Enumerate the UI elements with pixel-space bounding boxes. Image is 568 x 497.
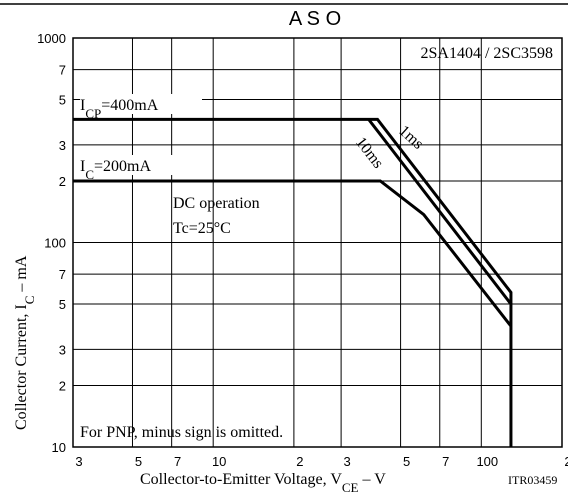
ic-label-rest: =200mA [94, 158, 151, 175]
x-axis-label-sub: CE [342, 480, 359, 495]
y-tick-label: 3 [59, 342, 66, 357]
curve [367, 118, 513, 305]
y-axis-label-rest: – mA [13, 255, 30, 295]
device-label: 2SA1404 / 2SC3598 [421, 45, 553, 62]
x-tick-label: 2 [564, 454, 568, 469]
plot-frame [72, 37, 563, 448]
x-tick-label: 3 [75, 454, 82, 469]
x-axis-label-rest: – V [359, 471, 387, 488]
ic-label: IC=200mA [80, 158, 151, 182]
y-tick-label: 1000 [37, 31, 66, 46]
y-tick-label: 5 [59, 93, 66, 108]
x-tick-label: 3 [343, 454, 350, 469]
label-bg [78, 155, 196, 175]
y-tick-label: 3 [59, 138, 66, 153]
label-bg [80, 94, 202, 114]
curve [73, 179, 513, 328]
x-tick-label: 7 [174, 454, 181, 469]
x-tick-label: 7 [442, 454, 449, 469]
y-tick-label: 10 [52, 440, 66, 455]
y-tick-label: 2 [59, 378, 66, 393]
x-tick-label: 2 [296, 454, 303, 469]
x-tick-label: 5 [403, 454, 410, 469]
y-tick-label: 7 [59, 63, 66, 78]
condition-label: Tc=25°C [173, 220, 231, 237]
ic-label-main: I [80, 158, 85, 175]
curve [73, 117, 513, 447]
y-tick-label: 2 [59, 174, 66, 189]
icp-label-main: I [80, 97, 85, 114]
series-label: 10ms [352, 134, 387, 172]
x-tick-label: 10 [212, 454, 226, 469]
chart-title: A S O [289, 8, 341, 30]
x-axis-label: Collector-to-Emitter Voltage, VCE – V [140, 471, 386, 495]
y-tick-label: 5 [59, 297, 66, 312]
ic-label-sub: C [85, 167, 94, 182]
y-axis-label-sub: C [22, 296, 37, 305]
y-axis-label: Collector Current, IC – mA [13, 255, 37, 430]
x-axis-label-main: Collector-to-Emitter Voltage, V [140, 471, 342, 488]
icp-label: ICP=400mA [80, 97, 159, 121]
y-axis-label-main: Collector Current, I [13, 304, 30, 430]
code-label: ITR03459 [508, 473, 557, 487]
icp-label-rest: =400mA [101, 97, 158, 114]
note: For PNP, minus sign is omitted. [80, 424, 283, 441]
y-tick-label: 100 [44, 236, 66, 251]
y-tick-label: 7 [59, 267, 66, 282]
icp-label-sub: CP [85, 106, 101, 121]
x-tick-label: 5 [135, 454, 142, 469]
series-label: DC operation [173, 195, 260, 212]
x-tick-label: 100 [476, 454, 498, 469]
